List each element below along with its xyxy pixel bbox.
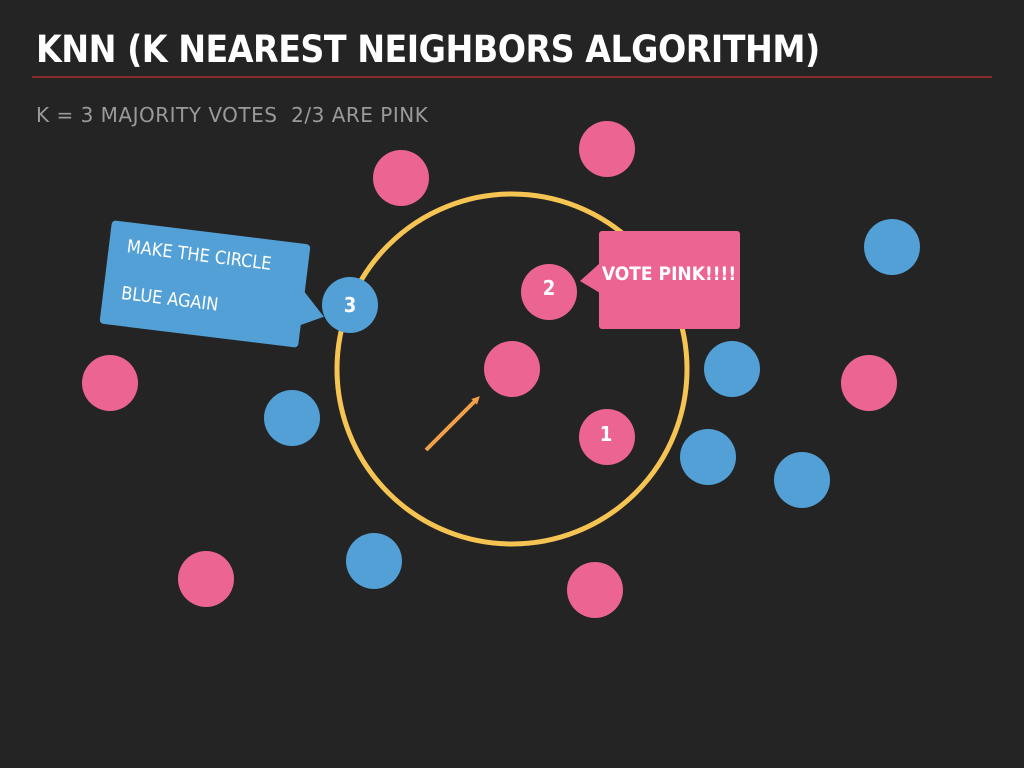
neighbor-1-label: 1 [600,422,613,446]
pink-point [373,150,429,206]
pink-point [841,355,897,411]
blue-point [864,219,920,275]
blue-point [774,452,830,508]
pink-speech-bubble: VOTE PINK!!!! [580,231,740,329]
pink-point [579,121,635,177]
neighbor-3-point [322,277,378,333]
blue-speech-bubble: MAKE THE CIRCLE BLUE AGAIN [99,220,324,348]
blue-point [346,533,402,589]
neighbor-2-label: 2 [543,276,556,300]
query-point [484,341,540,397]
title-divider [32,76,992,78]
pink-point [178,551,234,607]
blue-point [704,341,760,397]
pink-bubble-text: VOTE PINK!!!! [602,263,736,285]
neighbor-3-label: 3 [344,293,357,317]
slide-title: KNN (K NEAREST NEIGHBORS ALGORITHM) [36,28,820,71]
pink-point [82,355,138,411]
neighbor-1-point [579,409,635,465]
slide-subtitle: K = 3 MAJORITY VOTES 2/3 ARE PINK [36,103,429,127]
blue-point [264,390,320,446]
pink-point [567,562,623,618]
k-radius-circle [334,191,690,547]
radius-arrow [424,396,480,452]
neighbor-2-point [521,264,577,320]
blue-point [680,429,736,485]
